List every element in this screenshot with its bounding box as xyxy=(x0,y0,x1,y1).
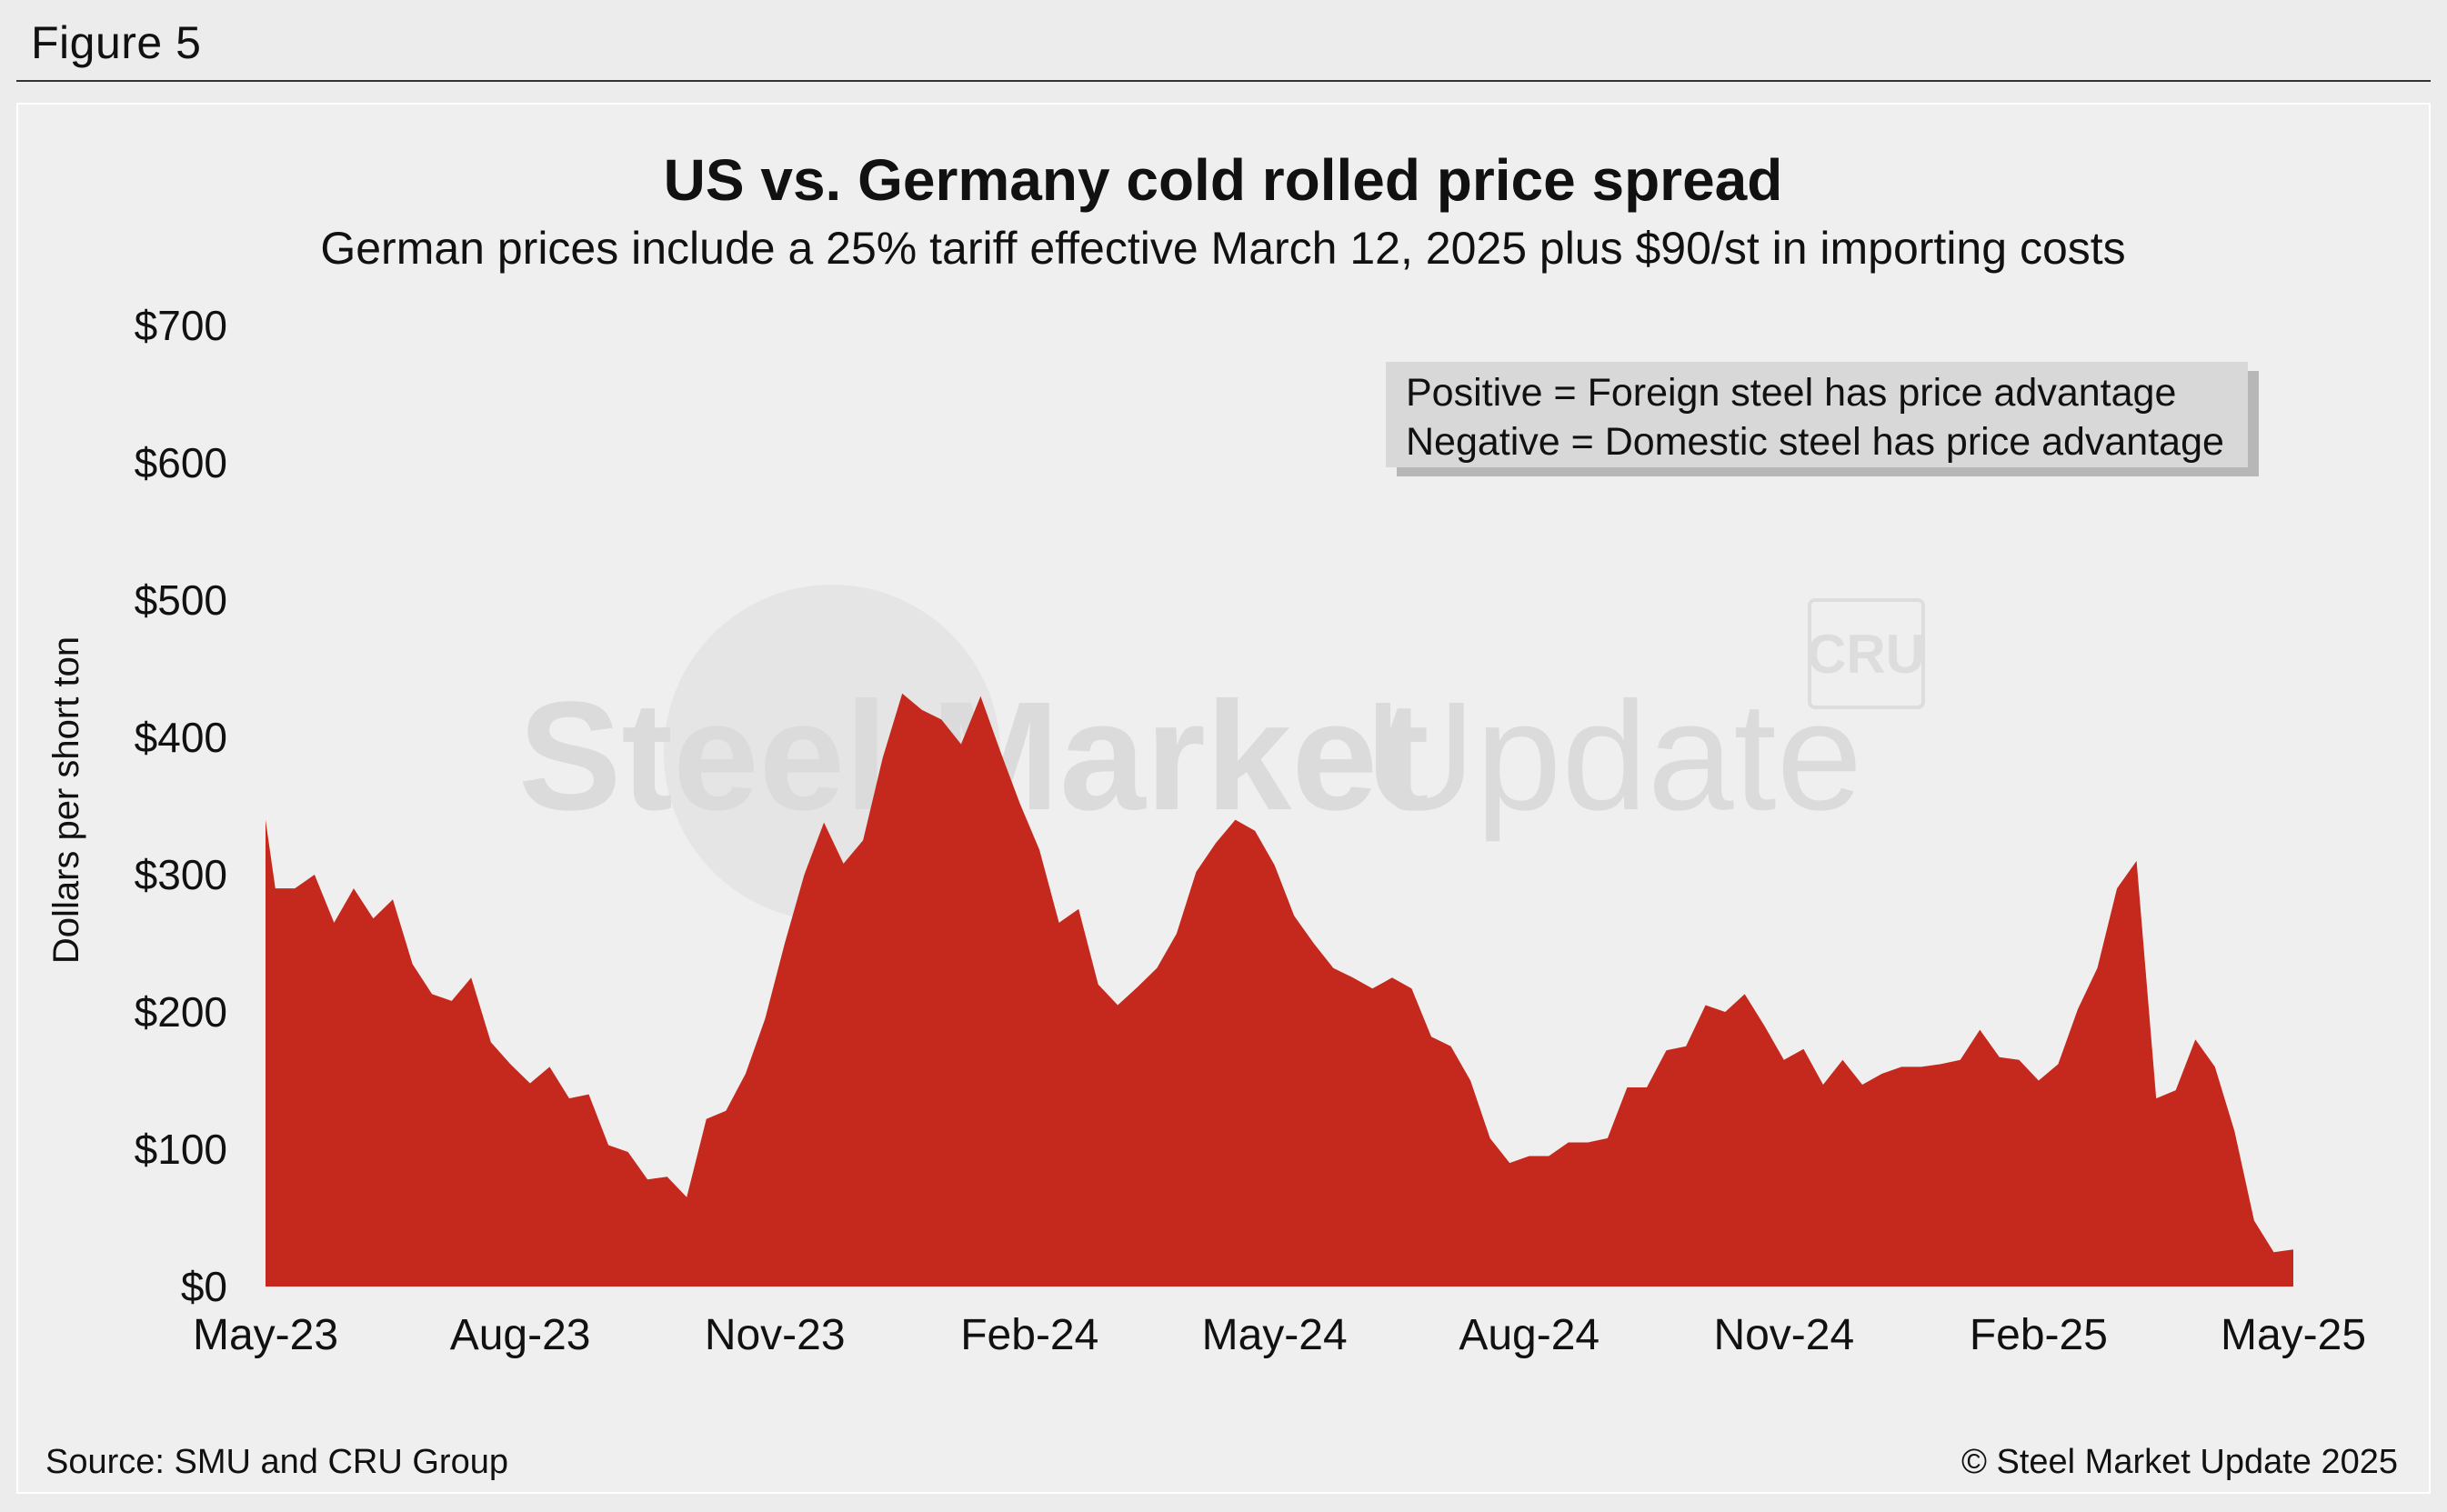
x-tick-label: Nov-24 xyxy=(1713,1311,1854,1359)
chart-title: US vs. Germany cold rolled price spread xyxy=(664,147,1783,213)
x-axis-ticks: May-23 Aug-23 Nov-23 Feb-24 May-24 Aug-24 Nov-… xyxy=(193,1311,2366,1359)
y-tick-label: $200 xyxy=(135,988,227,1036)
y-tick-label: $500 xyxy=(135,576,227,624)
y-tick-label: $700 xyxy=(135,302,227,349)
x-tick-label: Nov-23 xyxy=(705,1311,846,1359)
y-tick-label: $300 xyxy=(135,851,227,898)
source-note: Source: SMU and CRU Group xyxy=(45,1443,508,1481)
y-axis-ticks: $0 $100 $200 $300 $400 $500 $600 $700 xyxy=(135,302,227,1310)
annotation-line-positive: Positive = Foreign steel has price advan… xyxy=(1406,371,2176,415)
y-tick-label: $600 xyxy=(135,439,227,486)
y-tick-label: $0 xyxy=(181,1263,227,1310)
figure-label: Figure 5 xyxy=(31,17,202,68)
annotation-line-negative: Negative = Domestic steel has price adva… xyxy=(1406,420,2224,464)
copyright-note: © Steel Market Update 2025 xyxy=(1961,1443,2398,1481)
x-tick-label: Aug-24 xyxy=(1459,1311,1600,1359)
annotation-box: Positive = Foreign steel has price advan… xyxy=(1386,362,2259,476)
y-axis-label: Dollars per short ton xyxy=(46,636,86,964)
x-tick-label: Feb-24 xyxy=(960,1311,1098,1359)
watermark-brand-light: Update xyxy=(1364,670,1862,843)
spread-area xyxy=(266,693,2293,1287)
annotation-background xyxy=(1386,362,2248,467)
cru-logo-box xyxy=(1808,598,1925,709)
figure-divider xyxy=(16,80,2431,82)
x-tick-label: Feb-25 xyxy=(1970,1311,2108,1359)
chart-subtitle: German prices include a 25% tariff effec… xyxy=(320,223,2125,274)
y-tick-label: $100 xyxy=(135,1126,227,1173)
x-tick-label: Aug-23 xyxy=(450,1311,591,1359)
x-tick-label: May-25 xyxy=(2221,1311,2366,1359)
y-tick-label: $400 xyxy=(135,714,227,761)
x-tick-label: May-23 xyxy=(193,1311,338,1359)
x-tick-label: May-24 xyxy=(1202,1311,1348,1359)
cru-logo-text: CRU xyxy=(1807,624,1925,685)
